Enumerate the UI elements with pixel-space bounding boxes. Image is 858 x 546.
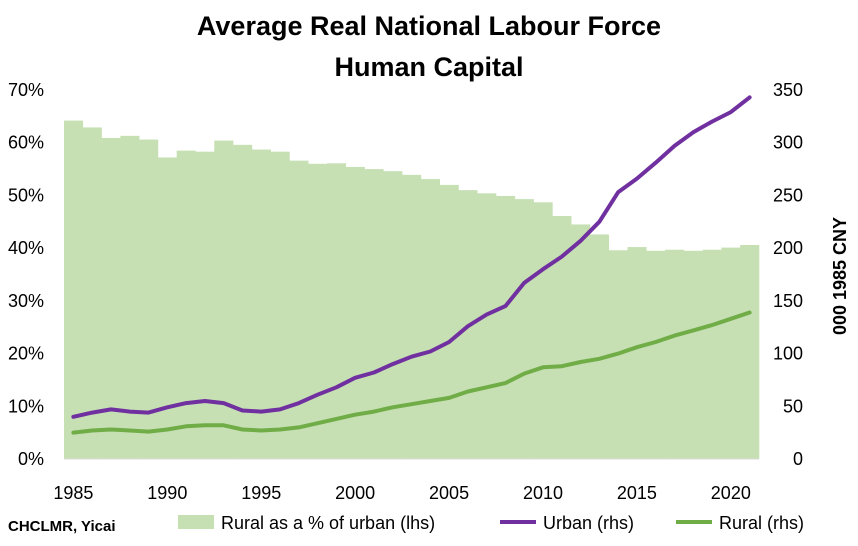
bar-1989	[139, 139, 159, 459]
bar-1988	[120, 135, 140, 459]
x-tick-label: 2005	[429, 483, 469, 503]
left-tick-label: 40%	[8, 238, 44, 258]
bar-2020	[721, 247, 741, 459]
bar-1998	[308, 163, 328, 460]
bar-2019	[702, 249, 722, 459]
chart-title-line1: Average Real National Labour Force	[197, 11, 661, 41]
left-tick-label: 50%	[8, 185, 44, 205]
legend-label-rural: Rural (rhs)	[719, 513, 804, 533]
bar-1991	[176, 150, 196, 459]
bar-2009	[514, 199, 534, 459]
bar-1997	[289, 160, 309, 459]
left-tick-label: 70%	[8, 80, 44, 100]
x-axis: 1985 1990 1995 2000 2005 2010 2015 2020	[53, 483, 750, 503]
x-tick-label: 1995	[241, 483, 281, 503]
urban-line	[71, 95, 752, 419]
bar-1995	[251, 149, 271, 459]
bar-2010	[533, 202, 553, 459]
right-tick-label: 200	[773, 238, 803, 258]
bar-2008	[496, 195, 516, 459]
x-tick-label: 2010	[523, 483, 563, 503]
bar-2005	[439, 184, 459, 459]
legend-swatch-rural-share	[178, 515, 214, 529]
right-tick-label: 50	[783, 396, 803, 416]
bar-1996	[270, 151, 290, 459]
right-axis: 0 50 100 150 200 250 300 350	[773, 80, 803, 469]
right-axis-title: 000 1985 CNY	[830, 217, 850, 335]
bar-1994	[233, 144, 253, 459]
left-tick-label: 10%	[8, 396, 44, 416]
right-tick-label: 100	[773, 344, 803, 364]
left-axis: 0% 10% 20% 30% 40% 50% 60% 70%	[8, 80, 44, 469]
bar-2021	[740, 244, 760, 459]
left-tick-label: 20%	[8, 344, 44, 364]
chart-title-line2: Human Capital	[334, 52, 523, 82]
bar-1993	[214, 140, 234, 459]
right-tick-label: 350	[773, 80, 803, 100]
bar-2018	[683, 250, 703, 459]
rural-line	[71, 310, 752, 435]
bar-series	[64, 120, 760, 460]
right-tick-label: 0	[793, 449, 803, 469]
bar-1999	[326, 163, 347, 459]
bar-2015	[627, 247, 647, 459]
right-tick-label: 300	[773, 133, 803, 153]
legend: Rural as a % of urban (lhs) Urban (rhs) …	[178, 513, 804, 533]
bar-2004	[420, 179, 440, 459]
right-tick-label: 150	[773, 291, 803, 311]
line-series	[71, 95, 752, 435]
x-tick-label: 2015	[617, 483, 657, 503]
bar-1987	[101, 137, 121, 459]
bar-2011	[552, 215, 572, 459]
bar-2012	[571, 224, 591, 459]
x-tick-label: 2020	[711, 483, 751, 503]
right-tick-label: 250	[773, 185, 803, 205]
bar-2003	[402, 174, 422, 459]
bar-2001	[364, 169, 384, 460]
bar-2000	[345, 166, 365, 459]
left-tick-label: 30%	[8, 291, 44, 311]
bar-1986	[82, 127, 102, 460]
bar-1985	[64, 120, 84, 460]
x-tick-label: 2000	[335, 483, 375, 503]
bar-1990	[157, 157, 178, 459]
x-tick-label: 1990	[147, 483, 187, 503]
source-note: CHCLMR, Yicai	[8, 518, 116, 535]
left-tick-label: 0%	[18, 449, 44, 469]
bar-2002	[383, 171, 403, 459]
bar-2016	[646, 250, 666, 459]
bar-2007	[477, 193, 497, 459]
x-tick-label: 1985	[53, 483, 93, 503]
bar-2017	[665, 249, 685, 459]
bar-1992	[195, 151, 215, 459]
legend-label-urban: Urban (rhs)	[543, 513, 634, 533]
left-tick-label: 60%	[8, 133, 44, 153]
bar-2013	[589, 234, 610, 459]
legend-label-rural-share: Rural as a % of urban (lhs)	[221, 513, 435, 533]
